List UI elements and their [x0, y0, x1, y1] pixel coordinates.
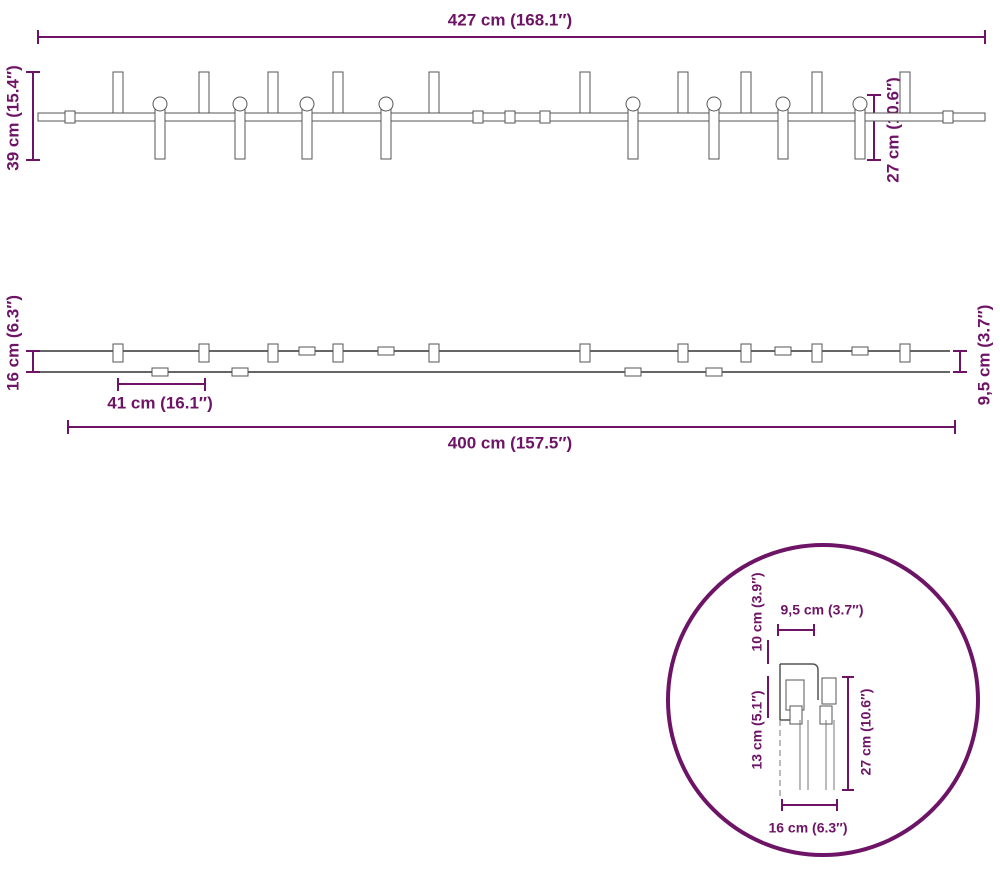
strap [579, 71, 591, 114]
strap [332, 71, 344, 114]
hanger [301, 106, 313, 160]
wheel [852, 96, 868, 112]
strap [267, 71, 279, 114]
hanger [777, 106, 789, 160]
wheel [821, 677, 837, 705]
strap [267, 343, 279, 363]
stopper [942, 110, 954, 124]
dimension-label: 27 cm (10.6″) [883, 77, 902, 182]
strap [112, 343, 124, 363]
wheel [705, 367, 723, 377]
dimension-line [781, 799, 838, 811]
dimension-label: 27 cm (10.6″) [858, 689, 874, 776]
wheel [377, 346, 395, 356]
dimension-label: 16 cm (6.3″) [768, 820, 847, 836]
strap [740, 71, 752, 114]
wheel [774, 346, 792, 356]
dimension-line [26, 350, 40, 373]
dimension-line [842, 676, 854, 791]
strap [899, 343, 911, 363]
dimension-label: 10 cm (3.9″) [749, 572, 765, 651]
wheel [298, 346, 316, 356]
wheel [378, 96, 394, 112]
stopper [64, 110, 76, 124]
wheel [151, 367, 169, 377]
strap [579, 343, 591, 363]
dimension-label: 9,5 cm (3.7″) [781, 602, 864, 618]
dimension-label: 39 cm (15.4″) [3, 65, 22, 170]
strap [112, 71, 124, 114]
hanger [854, 106, 866, 160]
wheel [299, 96, 315, 112]
dimension-label: 41 cm (16.1″) [107, 393, 212, 412]
door-panel [799, 720, 835, 790]
wheel [231, 367, 249, 377]
dimension-line [117, 378, 206, 391]
dimension-line [26, 71, 40, 161]
dimension-label: 427 cm (168.1″) [448, 10, 572, 29]
strap [740, 343, 752, 363]
strap [332, 343, 344, 363]
dimension-label: 13 cm (5.1″) [749, 690, 765, 769]
hanger [708, 106, 720, 160]
strap [428, 71, 440, 114]
side-view: 16 cm (6.3″) 41 cm (16.1″) 400 cm (157.5… [3, 295, 993, 453]
wheel [624, 367, 642, 377]
dimension-line [67, 420, 956, 434]
hanger [380, 106, 392, 160]
stopper [504, 110, 516, 124]
top-view: 427 cm (168.1″) 39 cm (15.4″) 27 cm (10.… [3, 10, 986, 183]
dimension-label: 400 cm (157.5″) [448, 433, 572, 452]
hanger [627, 106, 639, 160]
strap [677, 71, 689, 114]
strap [428, 343, 440, 363]
strap [677, 343, 689, 363]
bracket [789, 705, 803, 725]
stopper [472, 110, 484, 124]
strap [198, 343, 210, 363]
dimension-label: 16 cm (6.3″) [3, 295, 22, 391]
dimension-line [953, 350, 967, 373]
strap [811, 71, 823, 114]
strap [198, 71, 210, 114]
stopper [539, 110, 551, 124]
wheel [625, 96, 641, 112]
dimension-line [37, 30, 986, 44]
detail-circle [666, 543, 980, 857]
strap [899, 71, 911, 114]
hanger [234, 106, 246, 160]
wheel [152, 96, 168, 112]
wheel [232, 96, 248, 112]
dimension-line [777, 624, 815, 636]
hanger [154, 106, 166, 160]
strap [811, 343, 823, 363]
dimension-line [867, 94, 881, 161]
dimension-label: 9,5 cm (3.7″) [974, 305, 993, 406]
wheel [706, 96, 722, 112]
wheel [775, 96, 791, 112]
detail-view: 9,5 cm (3.7″) 10 cm (3.9″) 13 cm (5.1″) … [666, 543, 980, 857]
wheel [851, 346, 869, 356]
